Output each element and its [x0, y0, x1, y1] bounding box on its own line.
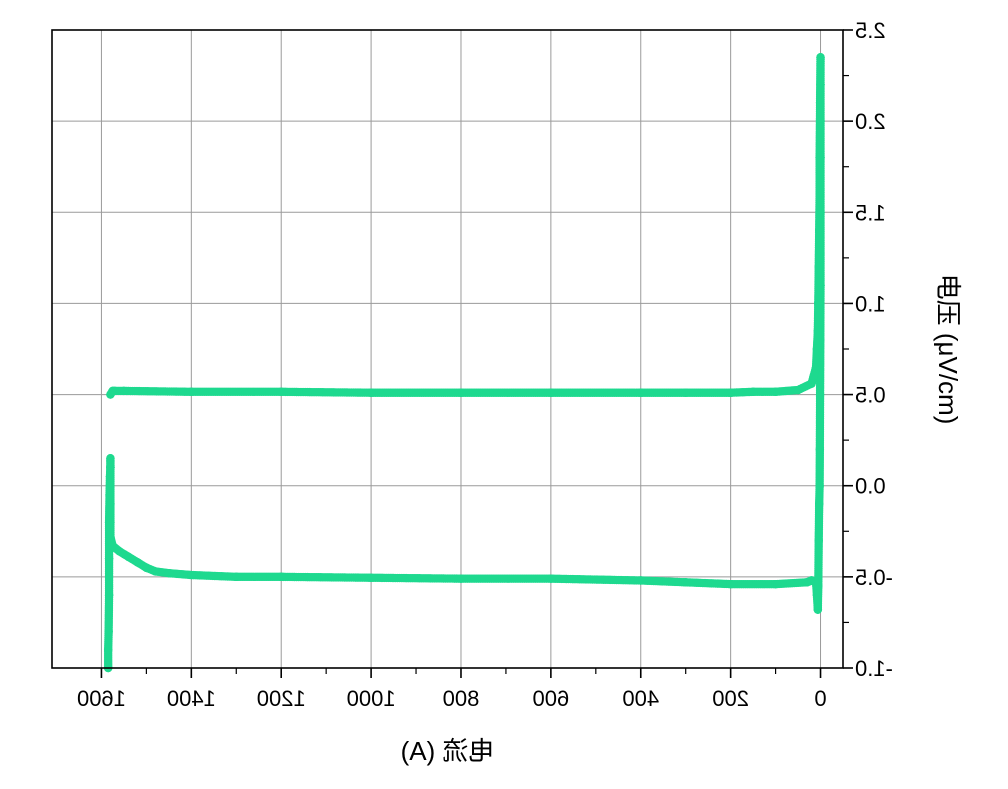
data-points: [103, 53, 825, 673]
x-tick-label: 1600: [77, 686, 126, 711]
y-axis-title: 电压 (μV/cm): [933, 274, 963, 425]
data-point-fill: [106, 390, 115, 399]
y-tick-label: -0.5: [855, 565, 893, 590]
x-tick-label: 600: [533, 686, 570, 711]
axis-ticks: [100, 29, 853, 678]
x-tick-label: 400: [622, 686, 659, 711]
y-tick-label: -1.0: [855, 656, 893, 681]
y-tick-label: 2.5: [855, 18, 886, 43]
x-tick-label: 0: [814, 686, 826, 711]
x-tick-label: 800: [443, 686, 480, 711]
y-tick-label: 2.0: [855, 109, 886, 134]
x-tick-labels: 1600 1400 1200 1000 800 600 400 200 0: [77, 686, 827, 711]
y-tick-labels: -1.0 -0.5 0.0 0.5 1.0 1.5 2.0 2.5: [855, 18, 893, 681]
plot-frame: [51, 29, 844, 669]
x-tick-label: 1000: [347, 686, 396, 711]
y-tick-label: 1.0: [855, 291, 886, 316]
x-tick-label: 1400: [167, 686, 216, 711]
y-tick-label: 0.5: [855, 383, 886, 408]
y-tick-label: 1.5: [855, 200, 886, 225]
x-tick-label: 1200: [257, 686, 306, 711]
y-tick-label: 0.0: [855, 474, 886, 499]
x-tick-label: 200: [712, 686, 749, 711]
x-axis-title: 电流 (A): [401, 736, 495, 766]
